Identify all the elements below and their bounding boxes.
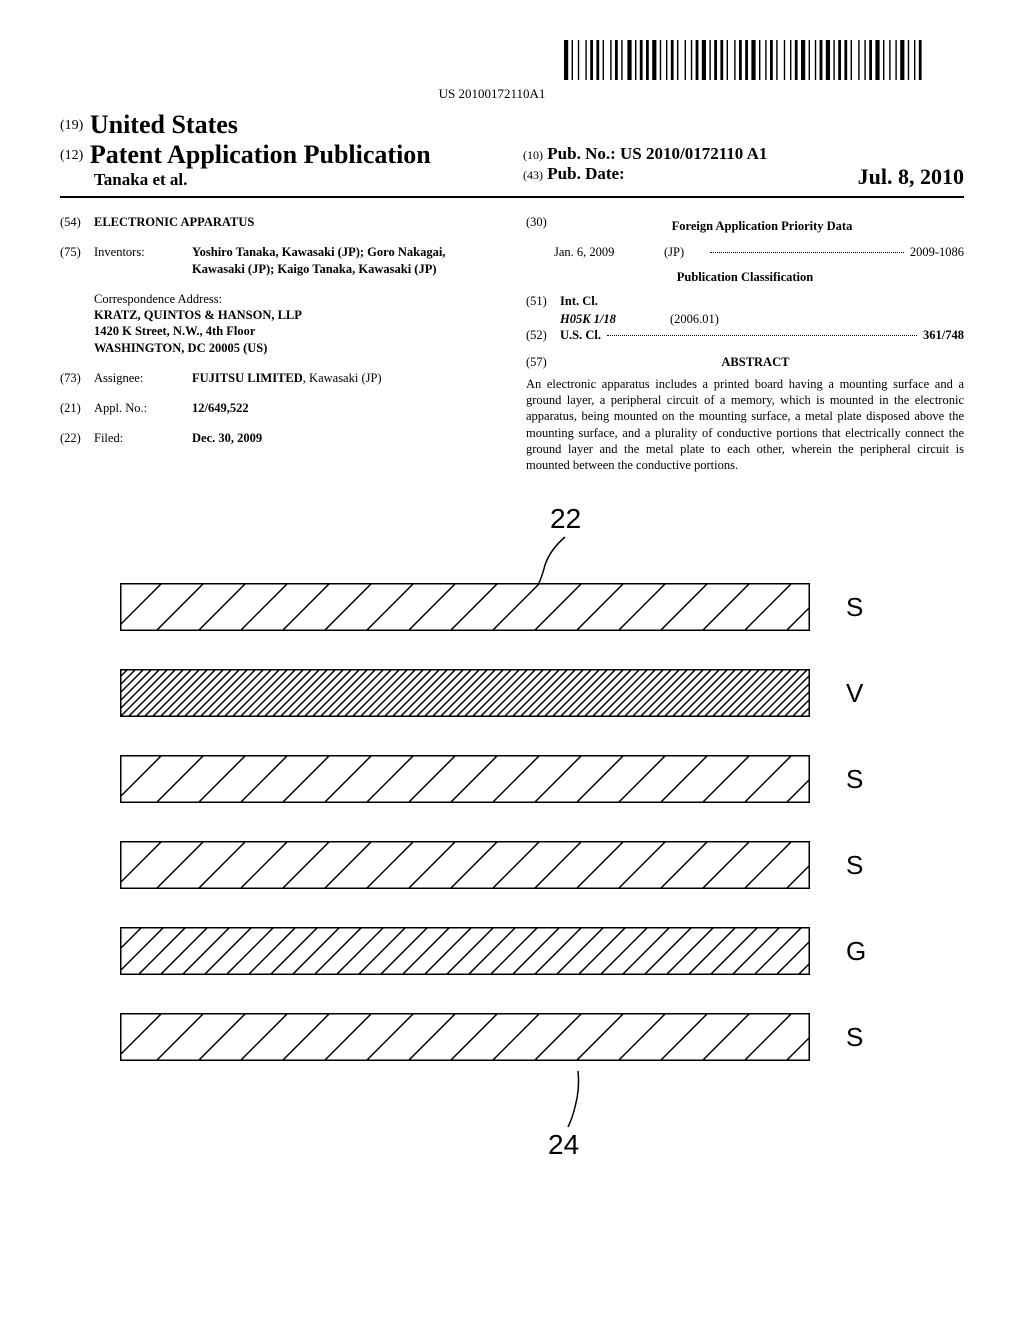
title-num: (54)	[60, 214, 94, 230]
intcl-code: H05K 1/18	[560, 311, 670, 327]
layer-svg	[120, 755, 810, 803]
layer-svg	[120, 927, 810, 975]
abstract-num: (57)	[526, 354, 547, 370]
figure: 22 S V S	[60, 503, 964, 1159]
pubclass-title: Publication Classification	[526, 269, 964, 285]
layer-svg	[120, 841, 810, 889]
foreign-ctry: (JP)	[664, 244, 704, 260]
layer-label: S	[846, 764, 870, 795]
inventors-label: Inventors:	[94, 244, 192, 277]
foreign-title: Foreign Application Priority Data	[560, 218, 964, 234]
corr-label: Correspondence Address:	[94, 291, 498, 307]
foreign-app: 2009-1086	[910, 244, 964, 260]
layer-label: V	[846, 678, 870, 709]
pubdate-prefix: (43)	[523, 168, 543, 182]
uscl-val: 361/748	[923, 327, 964, 343]
foreign-date: Jan. 6, 2009	[554, 244, 664, 260]
ref-22: 22	[550, 503, 581, 535]
filed-label: Filed:	[94, 430, 192, 446]
doc-type: Patent Application Publication	[90, 140, 431, 169]
applno-num: (21)	[60, 400, 94, 416]
intcl-year: (2006.01)	[670, 311, 719, 327]
abstract-label: ABSTRACT	[721, 355, 789, 369]
assignee: FUJITSU LIMITED	[192, 371, 303, 385]
pubno: US 2010/0172110 A1	[620, 144, 767, 163]
barcode-region: US 20100172110A1	[60, 40, 924, 102]
country-prefix: (19)	[60, 118, 83, 133]
inventors: Yoshiro Tanaka, Kawasaki (JP); Goro Naka…	[192, 245, 445, 275]
layer-label: S	[846, 850, 870, 881]
uscl-num: (52)	[526, 327, 560, 343]
barcode-graphic	[564, 40, 924, 84]
layer-row: V	[120, 669, 924, 717]
authors: Tanaka et al.	[94, 170, 523, 190]
layer-svg	[120, 1013, 810, 1061]
title: ELECTRONIC APPARATUS	[94, 214, 498, 230]
layer-label: S	[846, 592, 870, 623]
lead-line-22: 22	[120, 503, 924, 583]
left-column: (54) ELECTRONIC APPARATUS (75) Inventors…	[60, 214, 498, 473]
applno: 12/649,522	[192, 400, 498, 416]
applno-label: Appl. No.:	[94, 400, 192, 416]
layer-row: S	[120, 1013, 924, 1061]
intcl-num: (51)	[526, 293, 560, 309]
barcode-text: US 20100172110A1	[60, 86, 924, 102]
biblio-columns: (54) ELECTRONIC APPARATUS (75) Inventors…	[60, 214, 964, 473]
layer-label: S	[846, 1022, 870, 1053]
assignee-num: (73)	[60, 370, 94, 386]
dots	[607, 335, 917, 336]
lead-line-24: 24	[120, 1069, 924, 1159]
layer-label: G	[846, 936, 870, 967]
pubdate-label: Pub. Date:	[547, 164, 624, 183]
right-column: (30) Foreign Application Priority Data J…	[526, 214, 964, 473]
dots	[710, 252, 904, 253]
country: United States	[90, 110, 238, 139]
corr-city: WASHINGTON, DC 20005 (US)	[94, 340, 498, 356]
layer-svg	[120, 669, 810, 717]
layer-row: S	[120, 841, 924, 889]
pubdate: Jul. 8, 2010	[858, 164, 964, 190]
ref-24: 24	[548, 1129, 579, 1161]
layer-row: S	[120, 583, 924, 631]
uscl-label: U.S. Cl.	[560, 327, 601, 343]
corr-street: 1420 K Street, N.W., 4th Floor	[94, 323, 498, 339]
inventors-num: (75)	[60, 244, 94, 277]
layer-row: S	[120, 755, 924, 803]
assignee-loc: , Kawasaki (JP)	[303, 371, 382, 385]
intcl-label: Int. Cl.	[560, 293, 598, 309]
filed: Dec. 30, 2009	[192, 430, 498, 446]
pubno-label: Pub. No.:	[547, 144, 615, 163]
pubno-prefix: (10)	[523, 148, 543, 162]
layer-svg	[120, 583, 810, 631]
layer-row: G	[120, 927, 924, 975]
corr-name: KRATZ, QUINTOS & HANSON, LLP	[94, 307, 498, 323]
abstract-text: An electronic apparatus includes a print…	[526, 376, 964, 474]
doc-type-prefix: (12)	[60, 148, 83, 163]
filed-num: (22)	[60, 430, 94, 446]
header: (19) United States (12) Patent Applicati…	[60, 110, 964, 198]
foreign-num: (30)	[526, 214, 560, 242]
assignee-label: Assignee:	[94, 370, 192, 386]
